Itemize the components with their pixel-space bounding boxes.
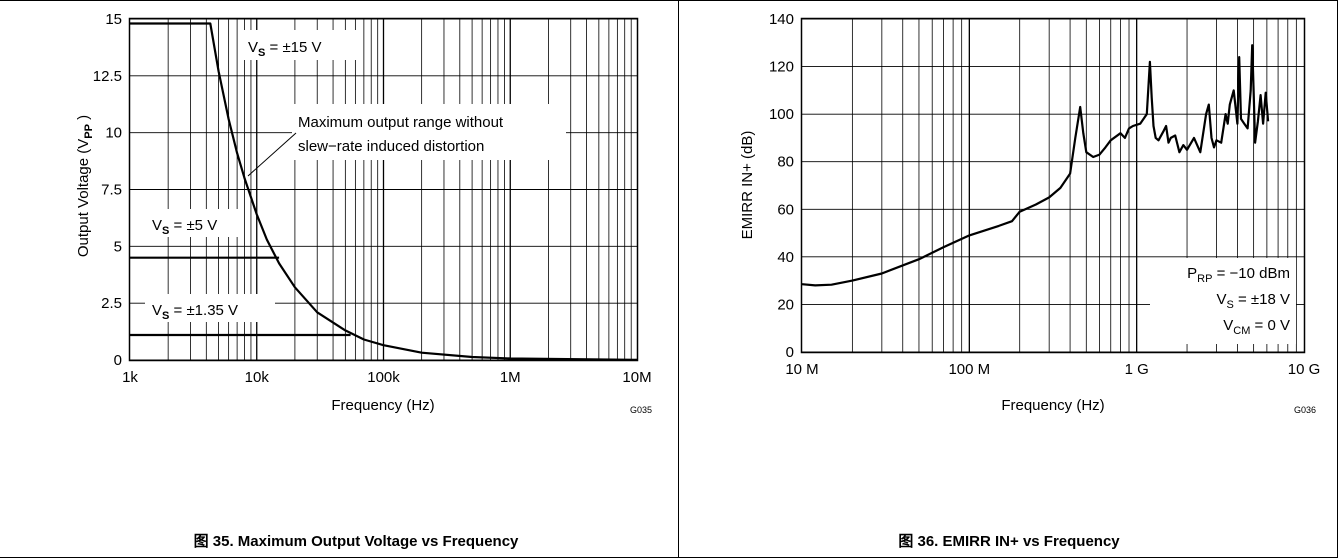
chart-2-xtick-label: 10 G <box>1288 361 1321 378</box>
chart-1-series <box>130 22 638 361</box>
chart-1-ytick-label: 5 <box>114 238 122 255</box>
chart-1-caption: 图 35. Maximum Output Voltage vs Frequenc… <box>194 533 519 550</box>
chart-1-annotation-bg-5v <box>145 209 243 237</box>
chart-2-ticks: 10 M 100 M 1 G 10 G 0 20 40 60 80 100 120 140 <box>769 11 1320 378</box>
chart-2-plot-frame <box>800 17 1306 354</box>
chart-2-annotation-vcm: VCM = 0 V <box>1223 317 1290 337</box>
chart-1-annotation-line1: Maximum output range without <box>298 114 504 131</box>
chart-2-figure-code: G036 <box>1294 405 1316 415</box>
chart-2-ytick-label: 140 <box>769 11 794 28</box>
chart-max-output-voltage: 1k 10k 100k 1M 10M 0 2.5 5 7.5 10 12.5 15 VS = ±15 … <box>75 11 652 550</box>
chart-2-xtick-label: 10 M <box>785 361 818 378</box>
chart-2-series <box>801 44 1270 287</box>
chart-1-ytick-label: 15 <box>105 11 122 28</box>
chart-1-xtick-label: 10M <box>622 369 651 386</box>
chart-2-ytick-label: 80 <box>777 154 794 171</box>
chart-1-grid <box>130 18 637 361</box>
chart-1-annotation-bg-135v <box>145 294 275 322</box>
chart-1-ytick-label: 7.5 <box>101 182 122 199</box>
chart-1-annotation-leader <box>247 132 297 177</box>
chart-2-annotation-vs: VS = ±18 V <box>1216 291 1290 311</box>
chart-1-annotation-line2: slew−rate induced distortion <box>298 138 484 155</box>
chart-1-xlabel: Frequency (Hz) <box>331 397 434 414</box>
chart-1-annotation-vs15: VS = ±15 V <box>248 39 322 59</box>
chart-2-ytick-label: 0 <box>786 344 794 361</box>
chart-2-annotation-prp: PRP = −10 dBm <box>1187 265 1290 285</box>
chart-2-conditions-bg <box>1150 258 1296 344</box>
chart-1-xtick-label: 100k <box>367 369 400 386</box>
chart-2-series-line-0 <box>801 44 1270 287</box>
chart-2-caption: 图 36. EMIRR IN+ vs Frequency <box>898 533 1120 550</box>
chart-2-xtick-label: 1 G <box>1125 361 1149 378</box>
chart-1-plot-frame <box>128 17 639 362</box>
chart-2-ytick-label: 20 <box>777 296 794 313</box>
chart-2-ytick-label: 120 <box>769 59 794 76</box>
chart-2-ytick-label: 100 <box>769 106 794 123</box>
chart-1-ytick-label: 12.5 <box>93 68 122 85</box>
chart-1-ytick-label: 10 <box>105 125 122 142</box>
chart-1-xtick-label: 10k <box>245 369 270 386</box>
chart-1-series-line-0 <box>130 22 638 361</box>
chart-1-annotation-vs5: VS = ±5 V <box>152 217 217 237</box>
chart-1-ytick-label: 2.5 <box>101 295 122 312</box>
chart-1-ylabel: Output Voltage (VPP ) <box>75 115 95 257</box>
chart-1-annotation-vs135: VS = ±1.35 V <box>152 302 238 322</box>
chart-1-xtick-label: 1k <box>122 369 138 386</box>
chart-emirr: 10 M 100 M 1 G 10 G 0 20 40 60 80 100 120 140 PRP =… <box>739 11 1320 550</box>
chart-1-ticks: 1k 10k 100k 1M 10M 0 2.5 5 7.5 10 12.5 15 <box>93 11 652 386</box>
chart-2-xlabel: Frequency (Hz) <box>1001 397 1104 414</box>
chart-1-figure-code: G035 <box>630 405 652 415</box>
chart-2-ylabel: EMIRR IN+ (dB) <box>739 131 756 240</box>
chart-2-xtick-label: 100 M <box>948 361 990 378</box>
chart-2-ytick-label: 40 <box>777 249 794 266</box>
chart-1-ytick-label: 0 <box>114 352 122 369</box>
chart-1-annotation-bg-maxrange <box>292 104 566 160</box>
chart-1-annotation-bg-15v <box>238 30 356 60</box>
chart-2-ytick-label: 60 <box>777 201 794 218</box>
chart-1-xtick-label: 1M <box>500 369 521 386</box>
